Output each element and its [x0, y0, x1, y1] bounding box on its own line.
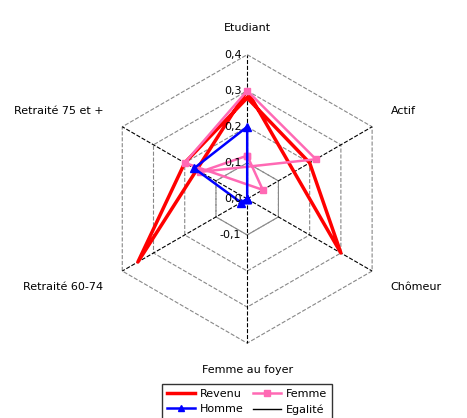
Text: 0,2: 0,2 [224, 122, 241, 132]
Legend: Revenu, Homme, Femme, Egalité: Revenu, Homme, Femme, Egalité [163, 384, 332, 418]
Text: 0,3: 0,3 [224, 86, 241, 96]
Text: 0,1: 0,1 [224, 158, 241, 168]
Text: Actif: Actif [391, 106, 416, 116]
Text: 0,0: 0,0 [224, 194, 241, 204]
Text: Retraité 75 et +: Retraité 75 et + [14, 106, 104, 116]
Text: Chômeur: Chômeur [391, 282, 442, 292]
Text: Femme au foyer: Femme au foyer [202, 365, 293, 375]
Text: -0,1: -0,1 [220, 230, 241, 240]
Text: Retraité 60-74: Retraité 60-74 [23, 282, 104, 292]
Text: 0,4: 0,4 [224, 50, 241, 60]
Text: Etudiant: Etudiant [224, 23, 271, 33]
